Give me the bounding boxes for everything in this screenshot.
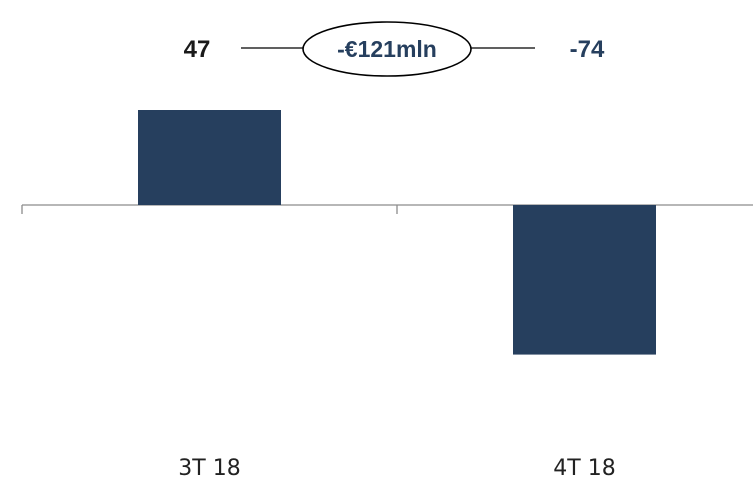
value-label-3t-18: 47 <box>184 36 211 63</box>
bar-3t-18 <box>138 110 281 205</box>
bar-4t-18 <box>513 205 656 355</box>
category-label-4t-18: 4T 18 <box>553 456 615 481</box>
category-label-3t-18: 3T 18 <box>178 456 240 481</box>
annotation-ellipse <box>302 21 472 77</box>
annotation-delta-label: -€121mln <box>337 36 437 62</box>
value-label-4t-18: -74 <box>570 36 605 63</box>
